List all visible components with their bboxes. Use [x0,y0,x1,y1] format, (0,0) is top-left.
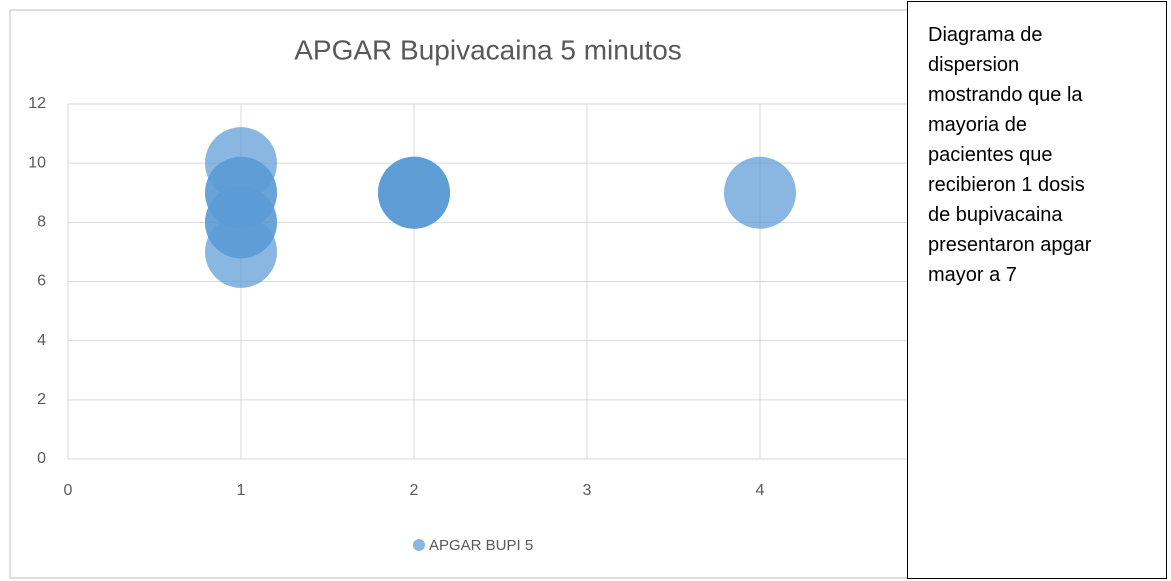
text-line: mayor a 7 [928,264,1017,286]
text-line: presentaron apgar [928,234,1092,256]
text-line: pacientes que [928,144,1053,166]
x-tick-label: 0 [64,482,73,499]
x-tick-label: 4 [756,482,765,499]
y-tick-label: 6 [37,273,46,290]
x-tick-label: 3 [583,482,592,499]
bubble [205,215,277,288]
text-line: de bupivacaina [928,204,1063,226]
bubble [724,156,796,229]
y-tick-label: 12 [28,95,46,112]
chart-title: APGAR Bupivacaina 5 minutos [294,34,682,65]
text-line: mostrando que la [928,84,1083,106]
legend-marker [413,539,425,551]
y-tick-label: 4 [37,332,46,349]
legend-label: APGAR BUPI 5 [429,537,533,554]
text-line: recibieron 1 dosis [928,174,1085,196]
text-box: Diagrama de dispersion mostrando que la may… [907,1,1167,579]
text-line: dispersion [928,54,1020,76]
y-tick-label: 8 [37,214,46,231]
x-tick-label: 1 [237,482,246,499]
text-line: Diagrama de [928,24,1043,46]
y-tick-label: 0 [37,450,46,467]
bubble [378,156,450,229]
y-tick-label: 2 [37,391,46,408]
y-tick-label: 10 [28,154,46,171]
x-tick-label: 2 [410,482,419,499]
text-line: mayoria de [928,114,1027,136]
